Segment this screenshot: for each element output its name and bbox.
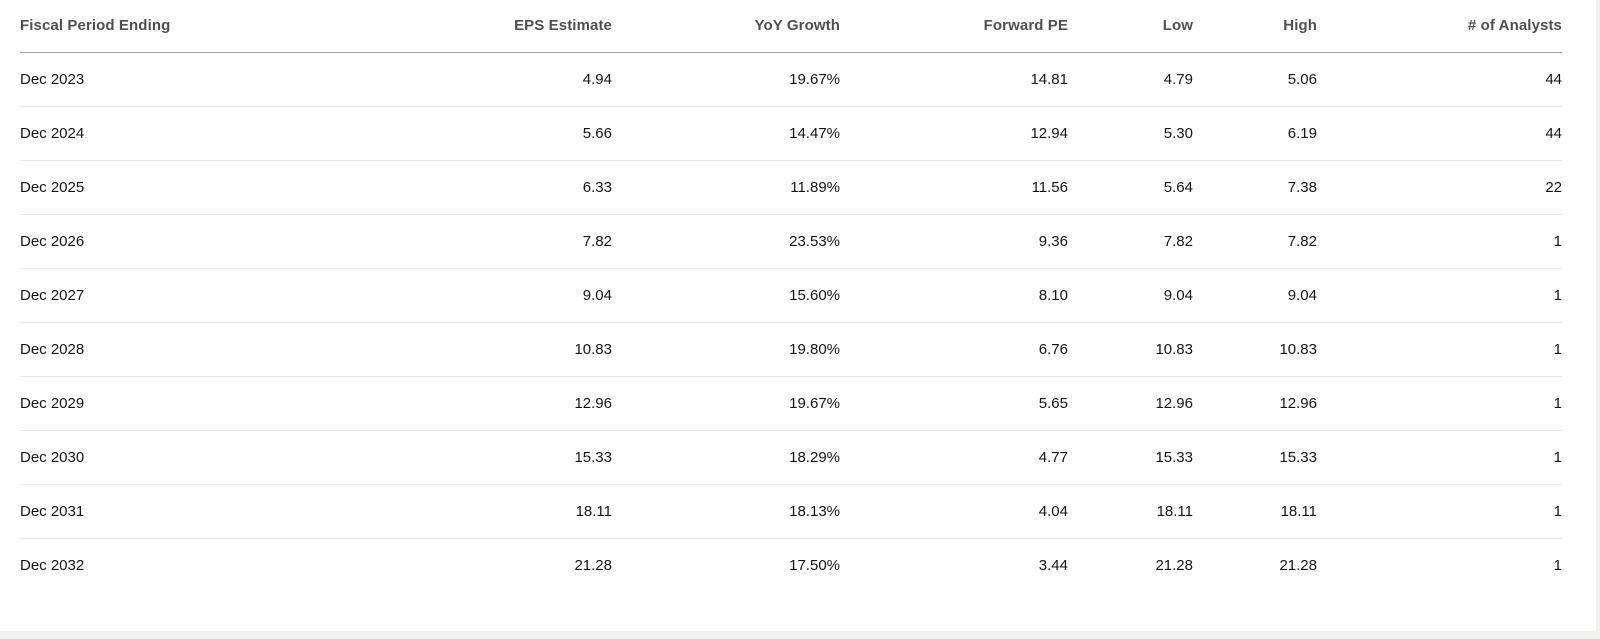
cell-period: Dec 2029 bbox=[20, 375, 360, 430]
cell-fpe: 11.56 bbox=[840, 159, 1068, 214]
cell-high: 12.96 bbox=[1193, 375, 1317, 430]
cell-analysts: 44 bbox=[1317, 105, 1562, 160]
table-row: Dec 2032 21.28 17.50% 3.44 21.28 21.28 1 bbox=[20, 537, 1562, 592]
cell-period: Dec 2024 bbox=[20, 105, 360, 160]
cell-low: 9.04 bbox=[1068, 267, 1193, 322]
cell-yoy: 18.29% bbox=[612, 429, 840, 484]
column-header-fpe: Forward PE bbox=[840, 0, 1068, 53]
cell-yoy: 14.47% bbox=[612, 105, 840, 160]
cell-analysts: 1 bbox=[1317, 321, 1562, 376]
cell-fpe: 4.77 bbox=[840, 429, 1068, 484]
table-row: Dec 2023 4.94 19.67% 14.81 4.79 5.06 44 bbox=[20, 52, 1562, 106]
table-row: Dec 2030 15.33 18.29% 4.77 15.33 15.33 1 bbox=[20, 429, 1562, 484]
cell-high: 21.28 bbox=[1193, 537, 1317, 592]
cell-period: Dec 2023 bbox=[20, 70, 85, 88]
table-row: Dec 2028 10.83 19.80% 6.76 10.83 10.83 1 bbox=[20, 321, 1562, 376]
header-row: Fiscal Period Ending EPS Estimate YoY Grow… bbox=[20, 0, 1562, 53]
table-row: Dec 2026 7.82 23.53% 9.36 7.82 7.82 1 bbox=[20, 213, 1562, 268]
cell-high: 9.04 bbox=[1193, 267, 1317, 322]
eps-estimates-table: Fiscal Period Ending EPS Estimate YoY Grow… bbox=[20, 0, 1562, 592]
cell-eps: 4.94 bbox=[582, 70, 612, 88]
cell-high: 7.38 bbox=[1193, 159, 1317, 214]
cell-yoy: 19.67% bbox=[789, 70, 840, 88]
cell-eps: 18.11 bbox=[360, 483, 612, 538]
cell-fpe: 14.81 bbox=[1030, 70, 1068, 88]
cell-period: Dec 2025 bbox=[20, 159, 360, 214]
cell-yoy: 11.89% bbox=[612, 159, 840, 214]
cell-eps: 21.28 bbox=[360, 537, 612, 592]
cell-eps: 15.33 bbox=[360, 429, 612, 484]
cell-yoy: 19.80% bbox=[612, 321, 840, 376]
cell-period: Dec 2026 bbox=[20, 213, 360, 268]
table-row: Dec 2029 12.96 19.67% 5.65 12.96 12.96 1 bbox=[20, 375, 1562, 430]
column-header-yoy: YoY Growth bbox=[612, 0, 840, 53]
cell-low: 7.82 bbox=[1068, 213, 1193, 268]
cell-high: 15.33 bbox=[1193, 429, 1317, 484]
cell-yoy: 15.60% bbox=[612, 267, 840, 322]
cell-low: 4.79 bbox=[1163, 70, 1193, 88]
cell-low: 10.83 bbox=[1068, 321, 1193, 376]
table-body: Dec 2023 4.94 19.67% 14.81 4.79 5.06 44 Dec 202… bbox=[20, 52, 1562, 592]
column-header-analysts: # of Analysts bbox=[1317, 0, 1562, 53]
cell-period: Dec 2031 bbox=[20, 483, 360, 538]
column-header-high: High bbox=[1193, 0, 1317, 53]
cell-fpe: 8.10 bbox=[840, 267, 1068, 322]
cell-period: Dec 2032 bbox=[20, 537, 360, 592]
cell-fpe: 12.94 bbox=[840, 105, 1068, 160]
table-row: Dec 2031 18.11 18.13% 4.04 18.11 18.11 1 bbox=[20, 483, 1562, 538]
cell-analysts: 1 bbox=[1317, 267, 1562, 322]
cell-low: 12.96 bbox=[1068, 375, 1193, 430]
cell-eps: 10.83 bbox=[360, 321, 612, 376]
cell-high: 10.83 bbox=[1193, 321, 1317, 376]
cell-eps: 7.82 bbox=[360, 213, 612, 268]
table-row: Dec 2024 5.66 14.47% 12.94 5.30 6.19 44 bbox=[20, 105, 1562, 160]
cell-period: Dec 2028 bbox=[20, 321, 360, 376]
cell-eps: 12.96 bbox=[360, 375, 612, 430]
cell-analysts: 1 bbox=[1317, 429, 1562, 484]
cell-fpe: 5.65 bbox=[840, 375, 1068, 430]
cell-yoy: 19.67% bbox=[612, 375, 840, 430]
cell-eps: 9.04 bbox=[360, 267, 612, 322]
cell-low: 5.30 bbox=[1068, 105, 1193, 160]
cell-low: 21.28 bbox=[1068, 537, 1193, 592]
cell-analysts: 44 bbox=[1545, 70, 1562, 88]
cell-low: 18.11 bbox=[1068, 483, 1193, 538]
cell-fpe: 4.04 bbox=[840, 483, 1068, 538]
cell-fpe: 3.44 bbox=[840, 537, 1068, 592]
cell-analysts: 22 bbox=[1317, 159, 1562, 214]
table-header: Fiscal Period Ending EPS Estimate YoY Grow… bbox=[20, 0, 1562, 53]
cell-analysts: 1 bbox=[1317, 537, 1562, 592]
cell-high: 6.19 bbox=[1193, 105, 1317, 160]
cell-low: 5.64 bbox=[1068, 159, 1193, 214]
cell-high: 5.06 bbox=[1287, 70, 1317, 88]
cell-low: 15.33 bbox=[1068, 429, 1193, 484]
cell-eps: 5.66 bbox=[360, 105, 612, 160]
cell-period: Dec 2027 bbox=[20, 267, 360, 322]
column-header-eps: EPS Estimate bbox=[360, 0, 612, 53]
cell-high: 7.82 bbox=[1193, 213, 1317, 268]
cell-analysts: 1 bbox=[1317, 213, 1562, 268]
column-header-low: Low bbox=[1068, 0, 1193, 53]
column-header-period: Fiscal Period Ending bbox=[20, 0, 360, 53]
table-row: Dec 2025 6.33 11.89% 11.56 5.64 7.38 22 bbox=[20, 159, 1562, 214]
cell-high: 18.11 bbox=[1193, 483, 1317, 538]
cell-yoy: 17.50% bbox=[612, 537, 840, 592]
cell-yoy: 18.13% bbox=[612, 483, 840, 538]
cell-analysts: 1 bbox=[1317, 483, 1562, 538]
cell-period: Dec 2030 bbox=[20, 429, 360, 484]
cell-analysts: 1 bbox=[1317, 375, 1562, 430]
cell-fpe: 6.76 bbox=[840, 321, 1068, 376]
cell-yoy: 23.53% bbox=[612, 213, 840, 268]
cell-fpe: 9.36 bbox=[840, 213, 1068, 268]
table-row: Dec 2027 9.04 15.60% 8.10 9.04 9.04 1 bbox=[20, 267, 1562, 322]
cell-eps: 6.33 bbox=[360, 159, 612, 214]
